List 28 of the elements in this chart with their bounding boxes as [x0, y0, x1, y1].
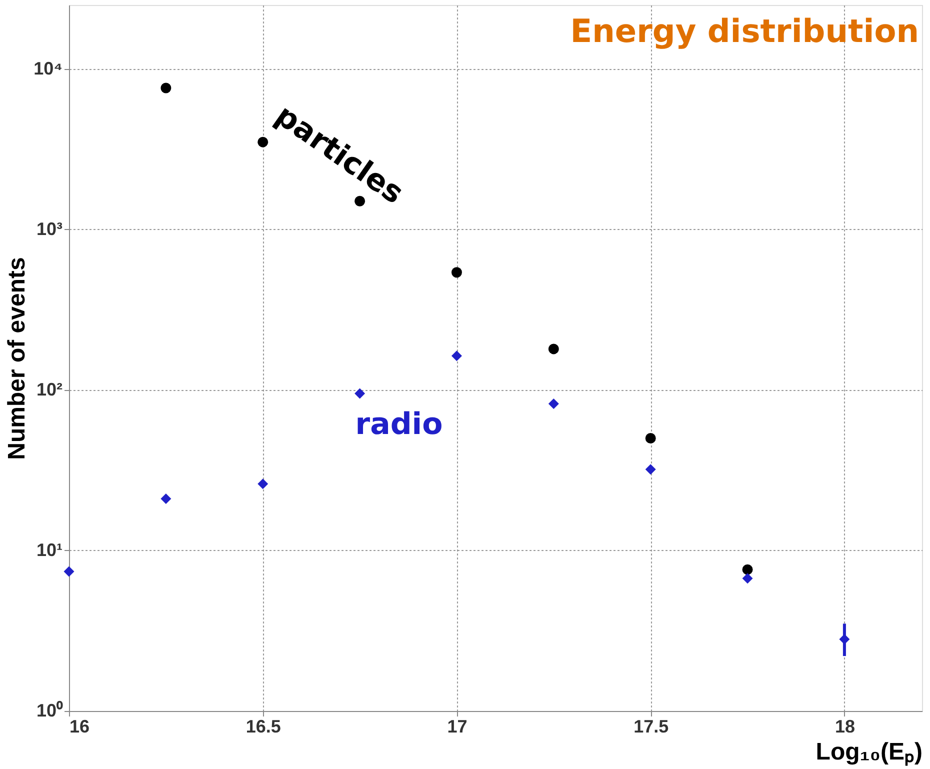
- point: [548, 398, 559, 410]
- x-axis-title: Log₁₀(Eₚ): [816, 738, 922, 766]
- chart-title: Energy distribution: [570, 12, 919, 50]
- x-tick-label: 16: [70, 716, 90, 736]
- x-tick-label: 18: [834, 716, 855, 736]
- point: [645, 433, 656, 444]
- point: [451, 267, 462, 278]
- y-tick-label: 10¹: [36, 540, 63, 560]
- point: [160, 494, 172, 504]
- point: [258, 136, 268, 148]
- point: [451, 350, 462, 362]
- x-tick-label: 17.5: [634, 716, 669, 736]
- y-tick-label: 10⁰: [36, 700, 64, 720]
- point: [548, 344, 559, 354]
- series-label: radio: [355, 407, 443, 442]
- y-axis-title: Number of events: [4, 257, 31, 460]
- y-tick-label: 10⁴: [34, 58, 62, 78]
- point: [645, 464, 656, 475]
- point: [742, 564, 753, 575]
- point: [64, 566, 74, 577]
- point: [160, 82, 172, 94]
- y-tick-label: 10³: [36, 218, 63, 239]
- point: [258, 478, 268, 490]
- point: [742, 573, 753, 584]
- point: [354, 388, 366, 399]
- y-tick-label: 10²: [36, 379, 63, 400]
- x-tick-label: 17: [447, 716, 468, 736]
- x-tick-label: 16.5: [246, 716, 281, 736]
